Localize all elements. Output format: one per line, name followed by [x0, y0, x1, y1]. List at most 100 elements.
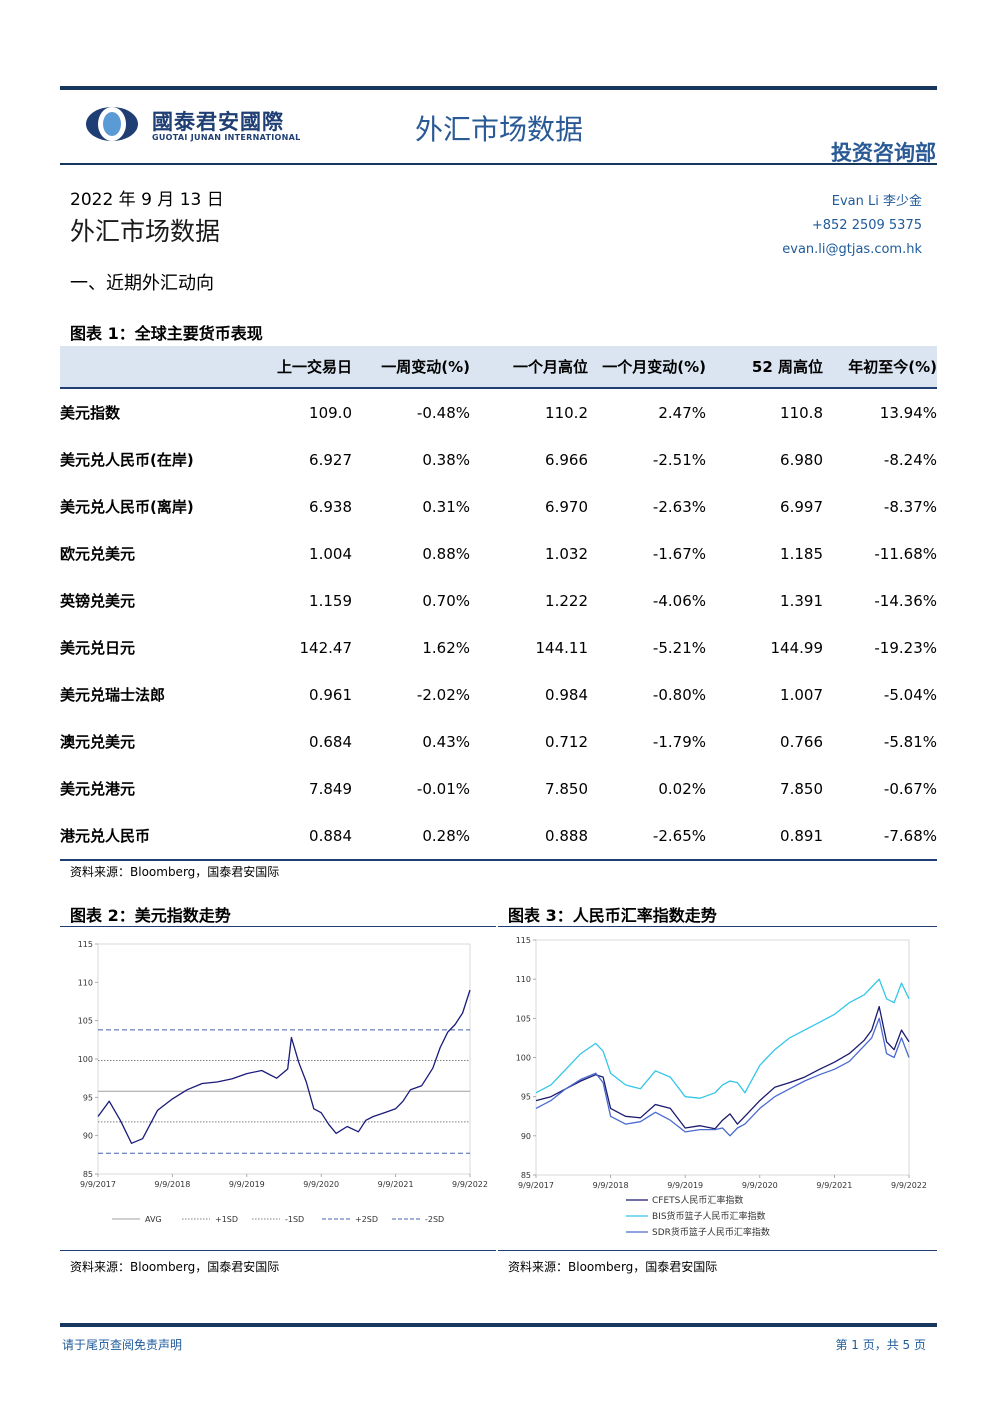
table-row: 澳元兑美元 0.684 0.43% 0.712 -1.79% 0.766 -5.81%: [60, 718, 937, 765]
table-cell: 6.938: [309, 497, 352, 516]
series-line-2: [535, 1017, 910, 1137]
y-tick-label: 115: [516, 936, 531, 945]
legend-label: +1SD: [215, 1215, 238, 1224]
y-tick-label: 110: [78, 978, 93, 987]
table-cell: -2.65%: [588, 812, 706, 861]
chart2-top-rule: [60, 926, 496, 927]
table-cell: -0.01%: [416, 779, 470, 798]
series-line-1: [535, 978, 910, 1099]
table-cell: 0.38%: [422, 450, 470, 469]
x-tick-label: 9/9/2020: [742, 1181, 778, 1190]
table-row: 美元兑人民币(离岸) 6.938 0.31% 6.970 -2.63% 6.997 -8.3…: [60, 483, 937, 530]
header-cell: 年初至今(%): [823, 346, 937, 389]
table-cell: 7.850: [780, 779, 823, 798]
table-cell: 1.222: [545, 591, 588, 610]
y-tick-label: 115: [78, 940, 93, 949]
author-name: Evan Li 李少金: [831, 194, 922, 209]
table-cell: 110.2: [545, 403, 588, 422]
header-cell: 52 周高位: [706, 346, 823, 389]
x-tick-label: 9/9/2018: [593, 1181, 629, 1190]
table-row: 美元兑日元 142.47 1.62% 144.11 -5.21% 144.99 -19.23…: [60, 624, 937, 671]
table-row: 美元兑瑞士法郎 0.961 -2.02% 0.984 -0.80% 1.007 -5.04%: [60, 671, 937, 718]
logo-en-text: GUOTAI JUNAN INTERNATIONAL: [152, 133, 301, 142]
header-bottom-rule: [60, 163, 937, 165]
series-line-0: [535, 1005, 910, 1130]
table-cell: -8.37%: [883, 497, 937, 516]
table-source: 资料来源：Bloomberg，国泰君安国际: [70, 865, 280, 879]
row-label: 美元兑日元: [60, 639, 136, 657]
table-row: 英镑兑美元 1.159 0.70% 1.222 -4.06% 1.391 -14.36%: [60, 577, 937, 624]
table-cell: 1.032: [545, 544, 588, 563]
table-cell: 0.28%: [352, 812, 470, 861]
header-cell: [60, 346, 235, 389]
table-cell: 7.849: [309, 779, 352, 798]
table-cell: -0.67%: [883, 779, 937, 798]
table-cell: 0.766: [780, 732, 823, 751]
rmb-index-chart: 85 90 95 100 105 110 115 9/9/2017 9/9/2018 9/9/20…: [516, 936, 927, 1238]
table-cell: 6.927: [309, 450, 352, 469]
table-header-row: 上一交易日 一周变动(%) 一个月高位 一个月变动(%) 52 周高位 年初至今…: [60, 346, 937, 389]
y-tick-label: 85: [521, 1171, 531, 1180]
section-heading: 一、近期外汇动向: [70, 273, 214, 294]
header-cell: 一个月高位: [470, 346, 588, 389]
table-cell: 13.94%: [879, 403, 937, 422]
table-cell: 0.02%: [658, 779, 706, 798]
table-cell: 6.997: [780, 497, 823, 516]
row-label: 港元兑人民币: [60, 812, 235, 861]
table-cell: -11.68%: [874, 544, 937, 563]
y-tick-label: 100: [516, 1054, 531, 1063]
table-cell: -0.48%: [416, 403, 470, 422]
chart2-source: 资料来源：Bloomberg，国泰君安国际: [70, 1260, 280, 1274]
y-tick-label: 95: [521, 1093, 531, 1102]
table-cell: 1.004: [309, 544, 352, 563]
table-cell: 0.88%: [422, 544, 470, 563]
table-cell: 0.31%: [422, 497, 470, 516]
footer-rule: [60, 1323, 937, 1327]
y-tick-label: 110: [516, 975, 531, 984]
table-cell: -7.68%: [823, 812, 937, 861]
table-cell: 0.70%: [422, 591, 470, 610]
header-cell: 上一交易日: [235, 346, 352, 389]
report-title: 外汇市场数据: [70, 217, 221, 246]
row-label: 美元兑人民币(离岸): [60, 498, 194, 516]
y-tick-label: 95: [83, 1093, 93, 1102]
table-row: 美元兑港元 7.849 -0.01% 7.850 0.02% 7.850 -0.67%: [60, 765, 937, 812]
table-title: 图表 1：全球主要货币表现: [70, 324, 263, 343]
chart3-title: 图表 3：人民币汇率指数走势: [508, 906, 717, 925]
table-cell: 7.850: [545, 779, 588, 798]
y-tick-label: 90: [521, 1132, 531, 1141]
author-email[interactable]: evan.li@gtjas.com.hk: [782, 242, 922, 257]
legend-label: -2SD: [425, 1215, 444, 1224]
table-cell: 0.888: [470, 812, 588, 861]
table-cell: -0.80%: [652, 685, 706, 704]
table-cell: 144.11: [535, 638, 589, 657]
header-cell: 一周变动(%): [352, 346, 470, 389]
table-cell: -2.02%: [416, 685, 470, 704]
header-top-rule: [60, 86, 937, 90]
table-cell: 0.43%: [422, 732, 470, 751]
legend-label: +2SD: [355, 1215, 378, 1224]
footer-disclaimer[interactable]: 请于尾页查阅免责声明: [62, 1338, 183, 1352]
table-cell: 0.684: [309, 732, 352, 751]
y-tick-label: 90: [83, 1132, 93, 1141]
table-cell: 1.391: [780, 591, 823, 610]
row-label: 澳元兑美元: [60, 733, 136, 751]
x-tick-label: 9/9/2022: [891, 1181, 927, 1190]
company-logo-icon: [86, 107, 138, 141]
header-department: 投资咨询部: [831, 141, 936, 165]
table-cell: 144.99: [770, 638, 824, 657]
row-label: 美元兑人民币(在岸): [60, 451, 194, 469]
logo-cn-text: 國泰君安國際: [152, 110, 284, 134]
legend-label: CFETS人民币汇率指数: [652, 1194, 743, 1206]
table-cell: 0.984: [545, 685, 588, 704]
table-cell: 0.961: [309, 685, 352, 704]
x-tick-label: 9/9/2021: [816, 1181, 852, 1190]
series-line-0: [97, 989, 471, 1144]
table-row: 欧元兑美元 1.004 0.88% 1.032 -1.67% 1.185 -11.68%: [60, 530, 937, 577]
row-label: 欧元兑美元: [60, 545, 136, 563]
row-label: 美元兑港元: [60, 780, 136, 798]
chart2-title: 图表 2：美元指数走势: [70, 906, 231, 925]
y-tick-label: 105: [516, 1014, 531, 1023]
table-cell: 1.185: [780, 544, 823, 563]
x-tick-label: 9/9/2019: [229, 1180, 265, 1189]
